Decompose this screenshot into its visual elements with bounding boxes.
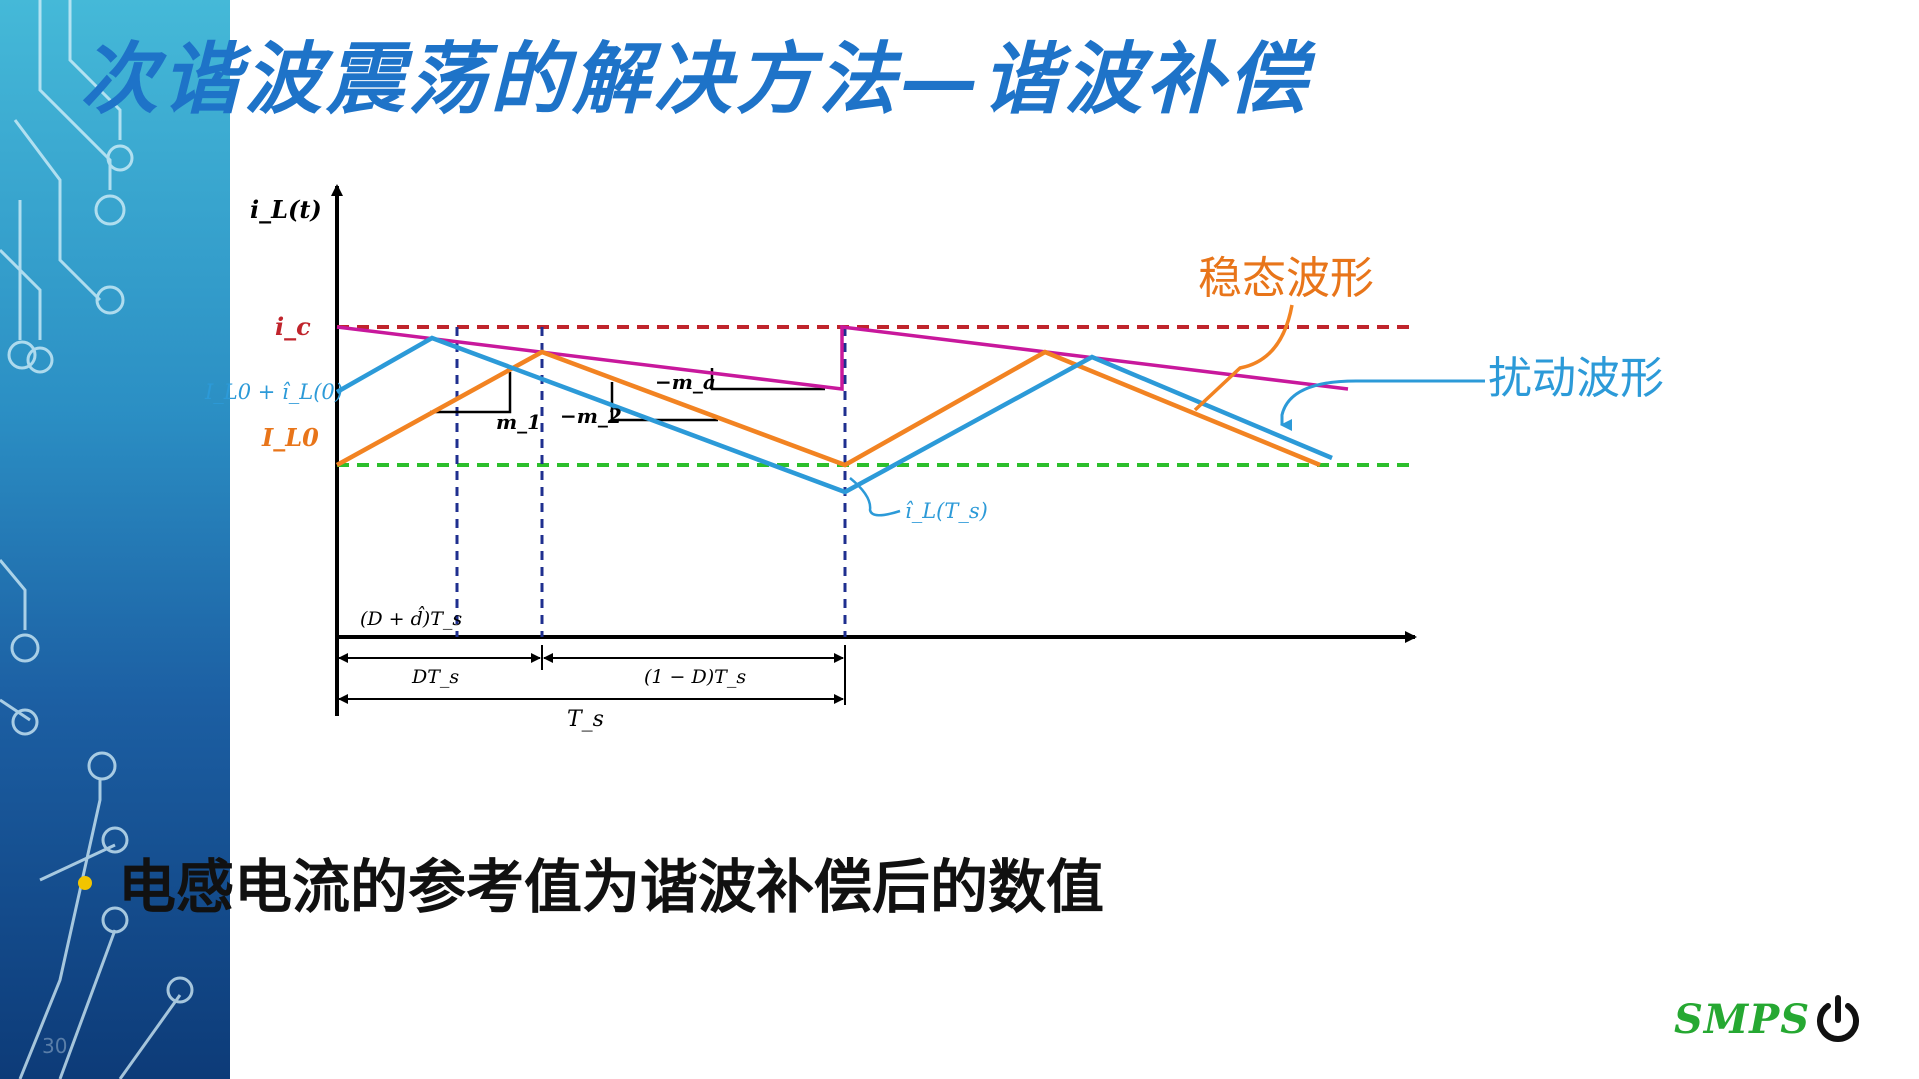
decorative-circuit-band (0, 0, 230, 1079)
page-number: 30 (42, 1034, 68, 1058)
dimension-label-off-time: (1 − D)T_s (644, 666, 746, 688)
slope-triangle-m2 (610, 382, 718, 422)
perturbed-start-label: I_L0 + î_L(0) (204, 380, 343, 404)
bullet-text: 电感电流的参考值为谐波补偿后的数值 (118, 853, 1105, 921)
y-axis-label: i_L(t) (250, 195, 322, 224)
steady-state-waveform (335, 349, 1321, 468)
ic-label: i_c (275, 312, 311, 341)
dimension-label-period: T_s (567, 707, 604, 732)
logo-text: SMPS (1674, 996, 1811, 1043)
perturbed-label: 扰动波形 (1488, 353, 1664, 404)
power-icon (1817, 995, 1859, 1042)
steady-state-pointer (1193, 304, 1294, 412)
perturbed-pointer (1280, 379, 1485, 431)
slope-label-ma: −m_a (655, 370, 716, 394)
smps-logo: SMPS (1674, 994, 1874, 1050)
perturbation-end-label: î_L(T_s) (905, 499, 988, 523)
slope-triangle-ma (710, 368, 825, 391)
circuit-traces-graphic (0, 0, 194, 1079)
dimension-label-perturbed-on-time: (D + d̂)T_s (360, 605, 462, 630)
steady-state-label: 稳态波形 (1198, 253, 1374, 304)
dimension-label-on-time: DT_s (411, 666, 459, 688)
il0-label: I_L0 (261, 423, 319, 452)
perturbation-end-pointer (849, 477, 901, 517)
perturbed-waveform (335, 335, 1333, 495)
slope-label-m2: −m_2 (560, 404, 622, 428)
slope-triangle-m1 (430, 372, 512, 414)
bullet-dot (78, 876, 92, 890)
slope-label-m1: m_1 (496, 410, 541, 434)
slide-title: 次谐波震荡的解决方法—谐波补偿 (80, 34, 1311, 125)
